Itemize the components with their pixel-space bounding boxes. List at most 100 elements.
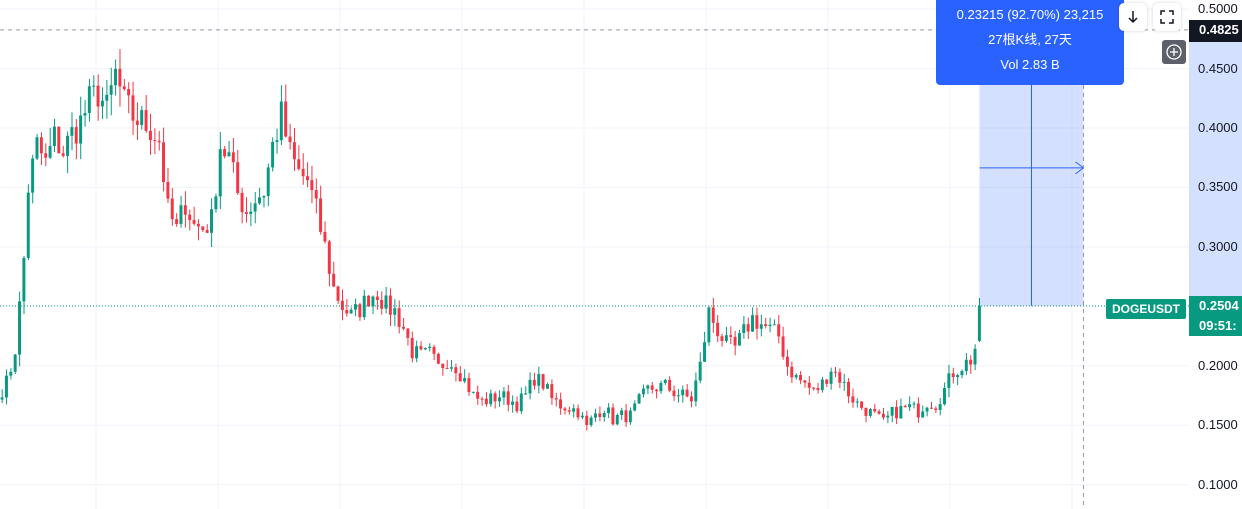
candle-body: [956, 375, 960, 377]
candle-body: [589, 417, 593, 426]
candle-body: [711, 307, 715, 323]
candle-body: [842, 381, 846, 383]
candle-body: [707, 307, 711, 343]
candle-body: [214, 196, 218, 210]
measure-tooltip: 0.23215 (92.70%) 23,215 27根K线, 27天 Vol 2…: [936, 0, 1124, 85]
candle-body: [799, 375, 802, 381]
candle-body: [541, 374, 545, 389]
candle-body: [777, 324, 781, 337]
fullscreen-button[interactable]: [1153, 3, 1181, 31]
candle-body: [175, 219, 179, 224]
candle-body: [428, 346, 432, 348]
candle-body: [864, 407, 868, 416]
candle-body: [384, 295, 388, 309]
candle-body: [938, 404, 942, 410]
candle-body: [659, 383, 663, 392]
candle-body: [903, 406, 907, 408]
candle-body: [100, 100, 104, 107]
candle-body: [354, 304, 357, 310]
candle-body: [44, 153, 48, 158]
candle-body: [388, 295, 392, 315]
candle-body: [733, 336, 737, 346]
candle-body: [18, 301, 22, 355]
candle-body: [118, 68, 122, 87]
plus-circle-icon: [1166, 44, 1182, 60]
candle-body: [838, 372, 842, 383]
candle-body: [26, 192, 30, 258]
candle-body: [934, 408, 938, 410]
candle-body: [310, 180, 314, 191]
candle-body: [855, 401, 859, 403]
candle-body: [22, 257, 26, 302]
candle-body: [851, 396, 855, 403]
crosshair-price-underline: [1189, 39, 1242, 42]
candle-body: [816, 387, 820, 390]
candle-body: [524, 393, 528, 395]
candle-body: [973, 348, 977, 365]
candle-body: [877, 411, 881, 414]
add-alert-button[interactable]: [1162, 40, 1186, 64]
candle-body: [397, 308, 401, 327]
candle-body: [860, 401, 864, 408]
candle-body: [607, 407, 611, 414]
candle-body: [179, 205, 183, 224]
candle-body: [240, 192, 244, 213]
candle-body: [166, 181, 170, 199]
candle-body: [602, 413, 606, 418]
candle-body: [506, 391, 510, 405]
candle-body: [895, 406, 898, 419]
candle-body: [929, 407, 933, 409]
candle-body: [554, 398, 558, 400]
candle-body: [66, 135, 70, 156]
candle-body: [70, 127, 74, 136]
candle-body: [916, 403, 920, 418]
download-arrow-button[interactable]: [1119, 3, 1147, 31]
candle-body: [57, 126, 61, 154]
candle-body: [52, 126, 56, 147]
candle-body: [633, 403, 637, 411]
candle-body: [685, 389, 689, 397]
candle-body: [262, 196, 266, 198]
candle-body: [183, 205, 187, 215]
candle-body: [746, 324, 750, 332]
symbol-label: DOGEUSDT: [1106, 299, 1186, 319]
candle-body: [371, 296, 375, 307]
candle-body: [960, 371, 964, 376]
candle-body: [87, 86, 91, 114]
candles: [0, 49, 981, 431]
candle-body: [964, 359, 968, 372]
candle-body: [0, 397, 4, 400]
candle-body: [218, 149, 222, 197]
candle-body: [781, 336, 785, 357]
candle-body: [445, 367, 449, 369]
countdown-label: 09:51:: [1189, 315, 1242, 336]
candle-body: [367, 295, 371, 307]
candle-body: [580, 415, 584, 418]
candle-body: [537, 374, 541, 386]
candle-body: [497, 397, 501, 402]
candle-body: [415, 346, 419, 359]
candle-body: [358, 304, 362, 318]
candle-body: [768, 324, 772, 326]
candle-body: [598, 413, 602, 418]
candle-body: [803, 380, 807, 383]
candle-body: [668, 379, 672, 391]
candle-body: [646, 385, 650, 389]
candle-body: [380, 299, 384, 309]
candle-body: [925, 407, 929, 412]
candle-body: [720, 336, 724, 341]
candle-body: [637, 394, 641, 404]
candle-body: [977, 305, 981, 341]
candle-body: [908, 404, 912, 408]
candle-body: [493, 393, 497, 402]
candle-body: [794, 375, 798, 378]
candle-body: [336, 286, 340, 301]
price-tick-label: 0.1000: [1198, 476, 1238, 492]
candle-body: [873, 408, 877, 412]
candle-body: [785, 356, 789, 367]
candle-body: [131, 95, 135, 121]
candle-body: [249, 211, 253, 214]
price-tick-label: 0.3500: [1198, 179, 1238, 195]
candle-body: [943, 387, 946, 405]
candle-body: [467, 378, 471, 393]
